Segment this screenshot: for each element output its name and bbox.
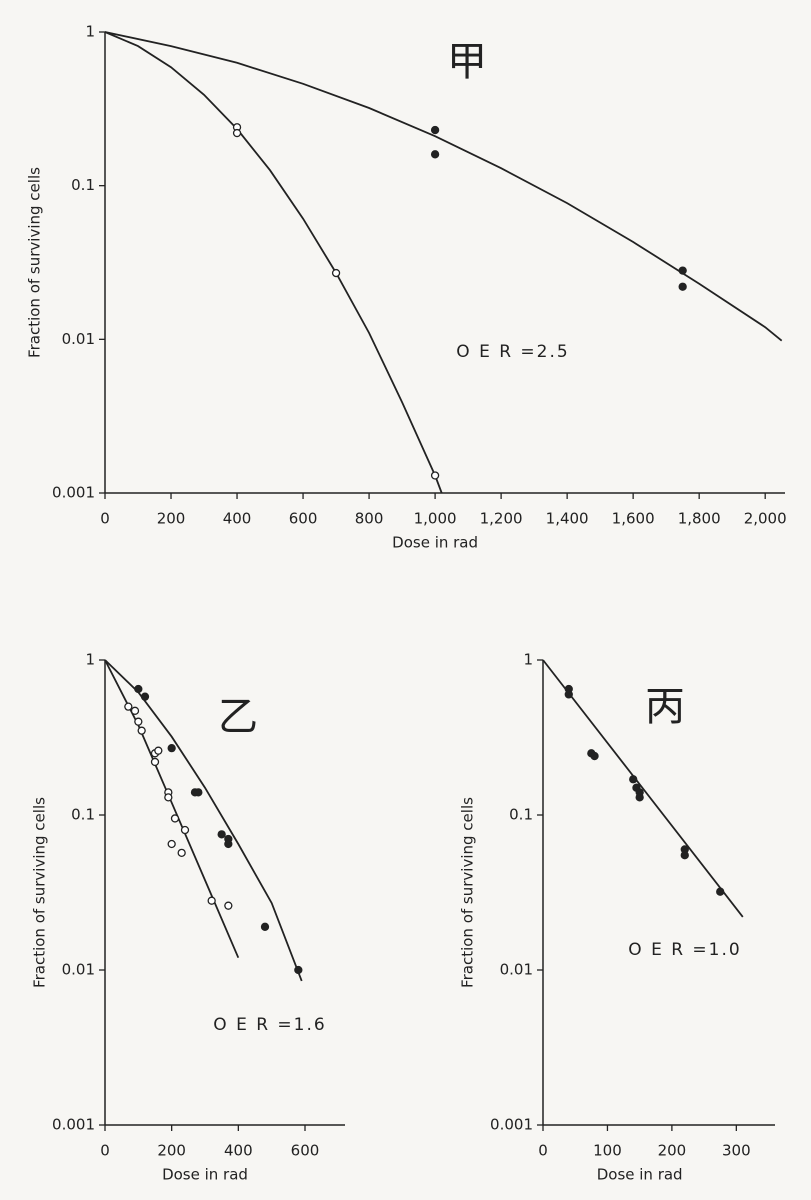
curve [104, 31, 783, 342]
data-point [294, 965, 303, 975]
data-point [194, 788, 203, 797]
chart-title: 丙 [645, 684, 685, 730]
data-point [207, 896, 216, 905]
data-point [177, 848, 186, 857]
x-axis-label: Dose in rad [162, 1166, 248, 1184]
data-point [134, 684, 143, 694]
data-point [678, 266, 687, 275]
data-point [430, 150, 440, 159]
y-tick-label: 0.01 [62, 961, 95, 979]
data-point [331, 268, 341, 278]
data-point [629, 775, 638, 784]
data-point [564, 690, 573, 699]
x-tick-label: 200 [157, 510, 186, 528]
curve [542, 659, 744, 918]
x-tick-label: 2,000 [744, 510, 787, 528]
y-axis-label: Fraction of surviving cells [31, 797, 49, 988]
data-point [678, 282, 687, 291]
data-point [154, 746, 163, 755]
x-tick-label: 400 [223, 510, 252, 528]
data-point [232, 128, 242, 138]
data-point [170, 814, 180, 823]
x-tick-label: 0 [100, 510, 110, 528]
y-tick-label: 1 [523, 651, 533, 669]
x-tick-label: 1,600 [612, 510, 655, 528]
data-point [430, 125, 440, 135]
annotation: O E R =1.6 [213, 1015, 326, 1035]
x-tick-label: 200 [658, 1142, 687, 1160]
y-axis-label: Fraction of surviving cells [459, 797, 477, 988]
y-tick-label: 0.001 [52, 484, 95, 502]
curve [104, 31, 443, 494]
annotation: O E R =2.5 [456, 342, 569, 362]
data-point [260, 922, 270, 931]
x-tick-label: 1,200 [480, 510, 523, 528]
chart-title: 甲 [447, 39, 487, 85]
x-tick-label: 300 [722, 1142, 751, 1160]
data-point [716, 887, 725, 896]
y-tick-label: 0.01 [500, 961, 533, 979]
data-point [180, 825, 190, 835]
x-tick-label: 200 [157, 1142, 186, 1160]
x-axis-label: Dose in rad [597, 1166, 683, 1184]
y-axis-label: Fraction of surviving cells [26, 167, 44, 358]
x-axis-label: Dose in rad [392, 534, 478, 552]
chart-title: 乙 [218, 694, 258, 740]
y-tick-label: 0.1 [509, 806, 533, 824]
data-point [635, 793, 644, 802]
data-point [124, 702, 133, 711]
data-point [150, 757, 160, 767]
annotation: O E R =1.0 [628, 940, 741, 960]
data-point [430, 471, 440, 480]
x-tick-label: 100 [593, 1142, 622, 1160]
y-tick-label: 0.1 [71, 806, 95, 824]
y-tick-label: 1 [85, 651, 95, 669]
x-tick-label: 400 [224, 1142, 253, 1160]
x-tick-label: 0 [538, 1142, 548, 1160]
data-point [140, 692, 150, 701]
x-tick-label: 1,000 [414, 510, 457, 528]
data-point [224, 901, 233, 910]
data-point [217, 830, 226, 839]
x-tick-label: 0 [100, 1142, 110, 1160]
data-point [167, 839, 176, 849]
x-tick-label: 600 [291, 1142, 320, 1160]
y-tick-label: 0.01 [62, 330, 95, 348]
y-tick-label: 0.1 [71, 176, 95, 194]
x-tick-label: 1,800 [678, 510, 721, 528]
data-point [680, 851, 689, 860]
y-tick-label: 0.001 [52, 1116, 95, 1134]
data-point [590, 751, 599, 761]
x-tick-label: 600 [289, 510, 318, 528]
y-tick-label: 0.001 [490, 1116, 533, 1134]
data-point [164, 793, 173, 802]
y-tick-label: 1 [85, 23, 95, 41]
data-point [137, 726, 146, 735]
data-point [224, 834, 233, 844]
data-point [134, 717, 143, 726]
data-point [130, 706, 140, 715]
x-tick-label: 800 [355, 510, 384, 528]
x-tick-label: 1,400 [546, 510, 589, 528]
data-point [167, 743, 176, 753]
